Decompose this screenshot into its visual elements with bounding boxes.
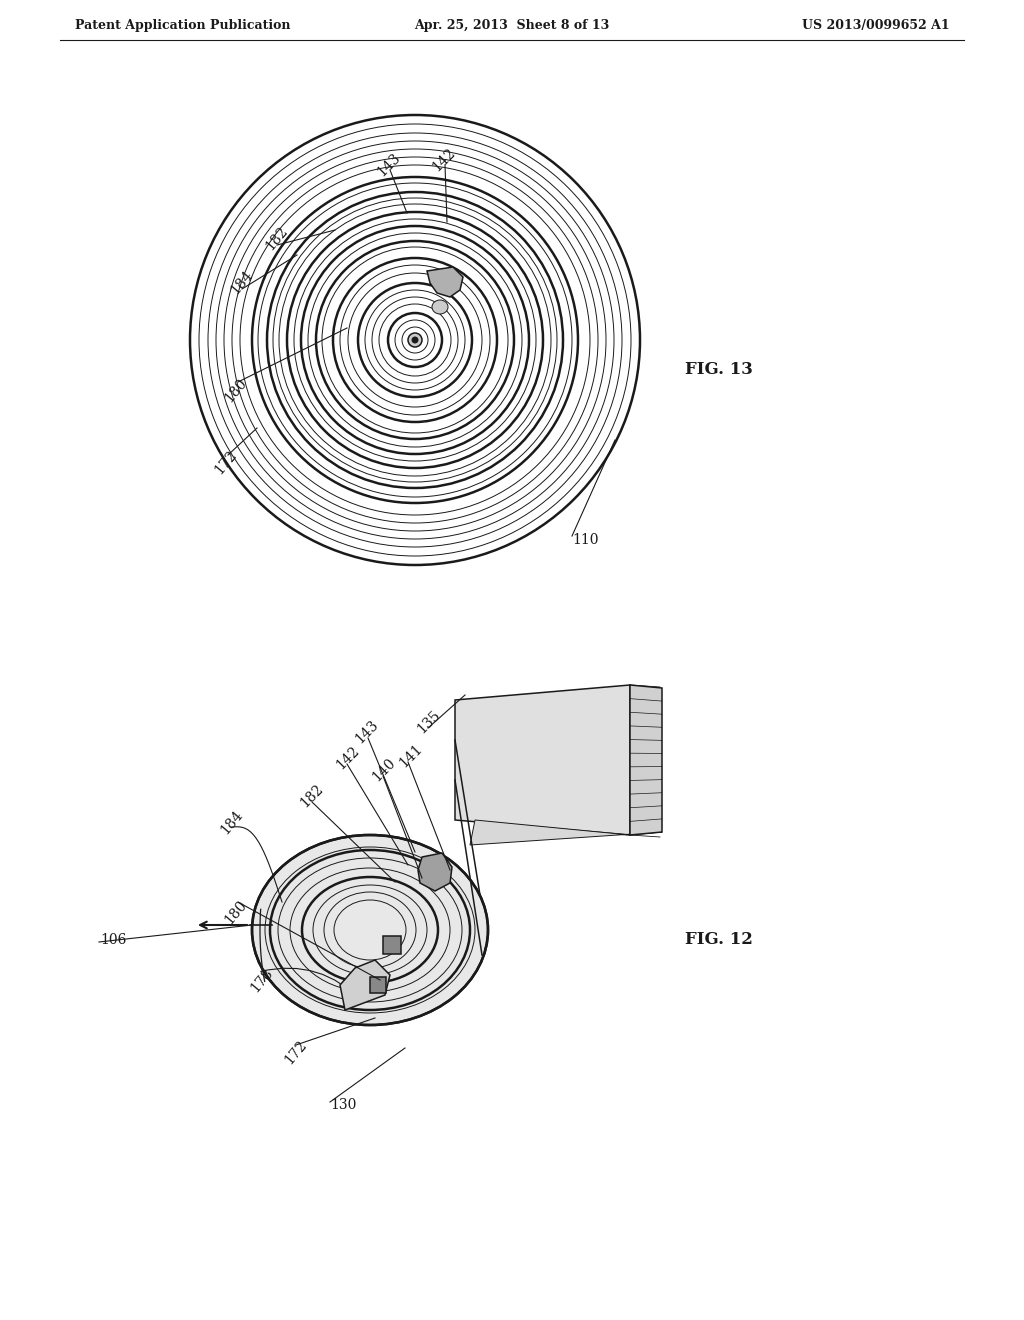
Text: 184: 184 xyxy=(228,268,256,297)
Text: 141: 141 xyxy=(397,742,426,771)
Polygon shape xyxy=(455,685,630,836)
Text: 135: 135 xyxy=(415,708,443,737)
Ellipse shape xyxy=(408,333,422,347)
Text: 180: 180 xyxy=(222,898,250,927)
Text: 182: 182 xyxy=(298,781,327,810)
Text: 106: 106 xyxy=(100,933,126,946)
Text: 110: 110 xyxy=(572,533,598,546)
Polygon shape xyxy=(340,960,390,1010)
Text: FIG. 12: FIG. 12 xyxy=(685,932,753,949)
Text: 143: 143 xyxy=(353,718,382,746)
Text: 178: 178 xyxy=(248,965,275,995)
Text: 142: 142 xyxy=(430,145,459,174)
Text: US 2013/0099652 A1: US 2013/0099652 A1 xyxy=(803,18,950,32)
Text: Apr. 25, 2013  Sheet 8 of 13: Apr. 25, 2013 Sheet 8 of 13 xyxy=(415,18,609,32)
Text: 172: 172 xyxy=(212,447,240,477)
Text: 140: 140 xyxy=(370,755,398,784)
Polygon shape xyxy=(383,936,401,954)
Text: Patent Application Publication: Patent Application Publication xyxy=(75,18,291,32)
Text: 182: 182 xyxy=(263,223,291,252)
Text: 130: 130 xyxy=(330,1098,356,1111)
Polygon shape xyxy=(470,820,662,845)
Text: 143: 143 xyxy=(375,150,403,180)
Polygon shape xyxy=(370,977,386,993)
Text: 172: 172 xyxy=(282,1038,309,1067)
Ellipse shape xyxy=(412,337,418,343)
Polygon shape xyxy=(427,267,463,297)
Polygon shape xyxy=(630,685,662,836)
Text: 184: 184 xyxy=(218,808,246,837)
Ellipse shape xyxy=(252,836,488,1026)
Polygon shape xyxy=(418,853,452,891)
Text: 180: 180 xyxy=(222,375,250,405)
Text: FIG. 13: FIG. 13 xyxy=(685,362,753,379)
Text: 142: 142 xyxy=(334,743,362,772)
Ellipse shape xyxy=(432,300,449,314)
